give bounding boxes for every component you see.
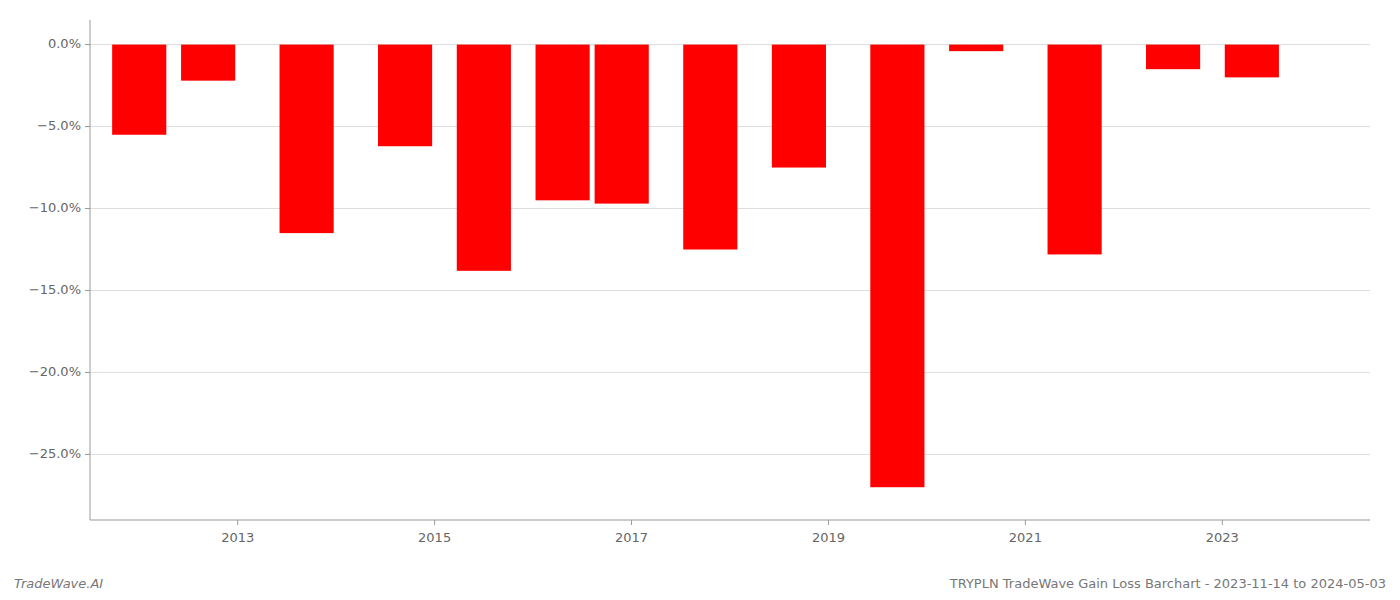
- bar: [536, 45, 590, 201]
- bars: [112, 45, 1279, 488]
- bar: [949, 45, 1003, 52]
- x-tick: [434, 520, 435, 525]
- bar: [870, 45, 924, 488]
- x-tick-label: 2019: [812, 530, 845, 545]
- x-tick: [1025, 520, 1026, 525]
- y-tick: [85, 208, 90, 209]
- bar: [280, 45, 334, 234]
- y-tick: [85, 454, 90, 455]
- x-tick-label: 2023: [1206, 530, 1239, 545]
- y-tick: [85, 126, 90, 127]
- bar: [1048, 45, 1102, 255]
- y-tick-label: −10.0%: [29, 200, 81, 215]
- y-axis: 0.0% −5.0% −10.0% −15.0% −20.0% −25.0%: [29, 20, 90, 520]
- y-tick-label: −15.0%: [29, 282, 81, 297]
- bar: [181, 45, 235, 81]
- bar: [112, 45, 166, 135]
- chart-container: 0.0%−5.0%−10.0%−15.0%−20.0%−25.0%2013201…: [0, 0, 1400, 600]
- bar: [378, 45, 432, 147]
- y-tick: [85, 44, 90, 45]
- bar: [1225, 45, 1279, 78]
- bar: [683, 45, 737, 250]
- y-tick-label: −5.0%: [37, 118, 81, 133]
- y-axis-line: [90, 20, 91, 520]
- bar: [595, 45, 649, 204]
- x-tick: [237, 520, 238, 525]
- x-axis: 2013 2015 2017 2019 2021 2023: [90, 520, 1370, 545]
- title: TRYPLN TradeWave Gain Loss Barchart - 20…: [949, 576, 1386, 591]
- x-axis-line: [90, 520, 1370, 521]
- x-tick-label: 2017: [615, 530, 648, 545]
- bar: [772, 45, 826, 168]
- y-tick: [85, 290, 90, 291]
- grid: [90, 45, 1370, 455]
- x-tick: [631, 520, 632, 525]
- bar: [1146, 45, 1200, 70]
- watermark: TradeWave.AI: [14, 576, 103, 591]
- x-tick: [828, 520, 829, 525]
- y-tick-label: −25.0%: [29, 446, 81, 461]
- x-tick-label: 2015: [418, 530, 451, 545]
- grid-line: [90, 372, 1370, 373]
- bar: [457, 45, 511, 271]
- x-tick: [1222, 520, 1223, 525]
- chart-svg: 0.0%−5.0%−10.0%−15.0%−20.0%−25.0%2013201…: [0, 0, 1400, 600]
- y-tick-label: 0.0%: [48, 36, 81, 51]
- x-tick-label: 2013: [221, 530, 254, 545]
- grid-line: [90, 290, 1370, 291]
- y-tick: [85, 372, 90, 373]
- x-tick-label: 2021: [1009, 530, 1042, 545]
- grid-line: [90, 454, 1370, 455]
- y-tick-label: −20.0%: [29, 364, 81, 379]
